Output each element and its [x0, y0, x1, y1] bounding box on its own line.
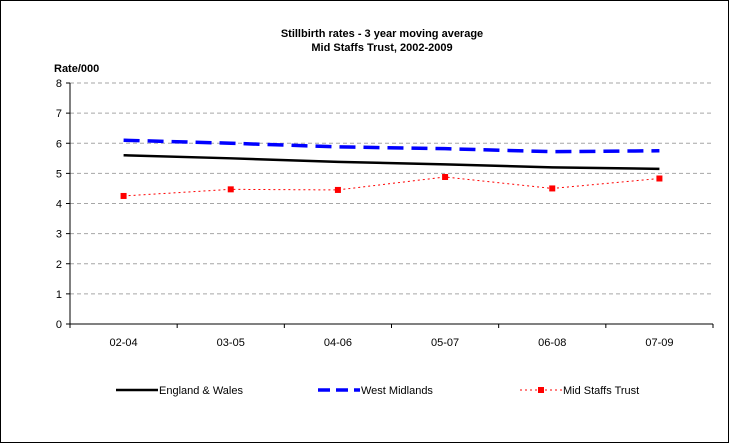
- y-tick-label: 5: [56, 168, 62, 180]
- data-point-marker: [120, 192, 127, 199]
- data-point-marker: [442, 173, 449, 180]
- x-tick-label: 07-09: [645, 337, 673, 349]
- legend-label: West Midlands: [361, 385, 433, 397]
- y-tick-label: 8: [56, 78, 62, 90]
- legend-marker: [538, 387, 544, 393]
- legend: England & Wales West Midlands Mid Staffs T…: [116, 385, 639, 397]
- x-tick-label: 04-06: [324, 337, 352, 349]
- data-point-marker: [334, 186, 341, 193]
- y-tick-label: 4: [56, 199, 62, 211]
- data-point-marker: [227, 186, 234, 193]
- y-axis-label: Rate/000: [54, 63, 99, 75]
- chart-title: Stillbirth rates - 3 year moving average: [281, 28, 483, 40]
- series-line-2: [123, 176, 660, 197]
- gridlines: [70, 82, 713, 295]
- series-lines: [120, 138, 663, 199]
- x-tick-label: 05-07: [431, 337, 459, 349]
- y-tick-label: 6: [56, 138, 62, 150]
- y-tick-label: 1: [56, 289, 62, 301]
- y-tick-label: 2: [56, 259, 62, 271]
- y-tick-label: 3: [56, 229, 62, 241]
- x-tick-label: 03-05: [217, 337, 245, 349]
- data-point-marker: [656, 175, 663, 182]
- y-tick-label: 0: [56, 319, 62, 331]
- chart-subtitle: Mid Staffs Trust, 2002-2009: [311, 42, 452, 54]
- data-point-marker: [549, 185, 556, 192]
- x-tick-label: 06-08: [538, 337, 566, 349]
- legend-label: England & Wales: [159, 385, 243, 397]
- y-tick-label: 7: [56, 108, 62, 120]
- series-line-0: [123, 154, 660, 171]
- series-line-1: [123, 138, 660, 154]
- x-tick-labels: 02-04 03-05 04-06 05-07 06-08 07-09: [69, 324, 714, 349]
- legend-label: Mid Staffs Trust: [563, 385, 639, 397]
- y-tick-labels: 0 1 2 3 4 5 6 7 8: [56, 78, 70, 331]
- x-tick-label: 02-04: [110, 337, 138, 349]
